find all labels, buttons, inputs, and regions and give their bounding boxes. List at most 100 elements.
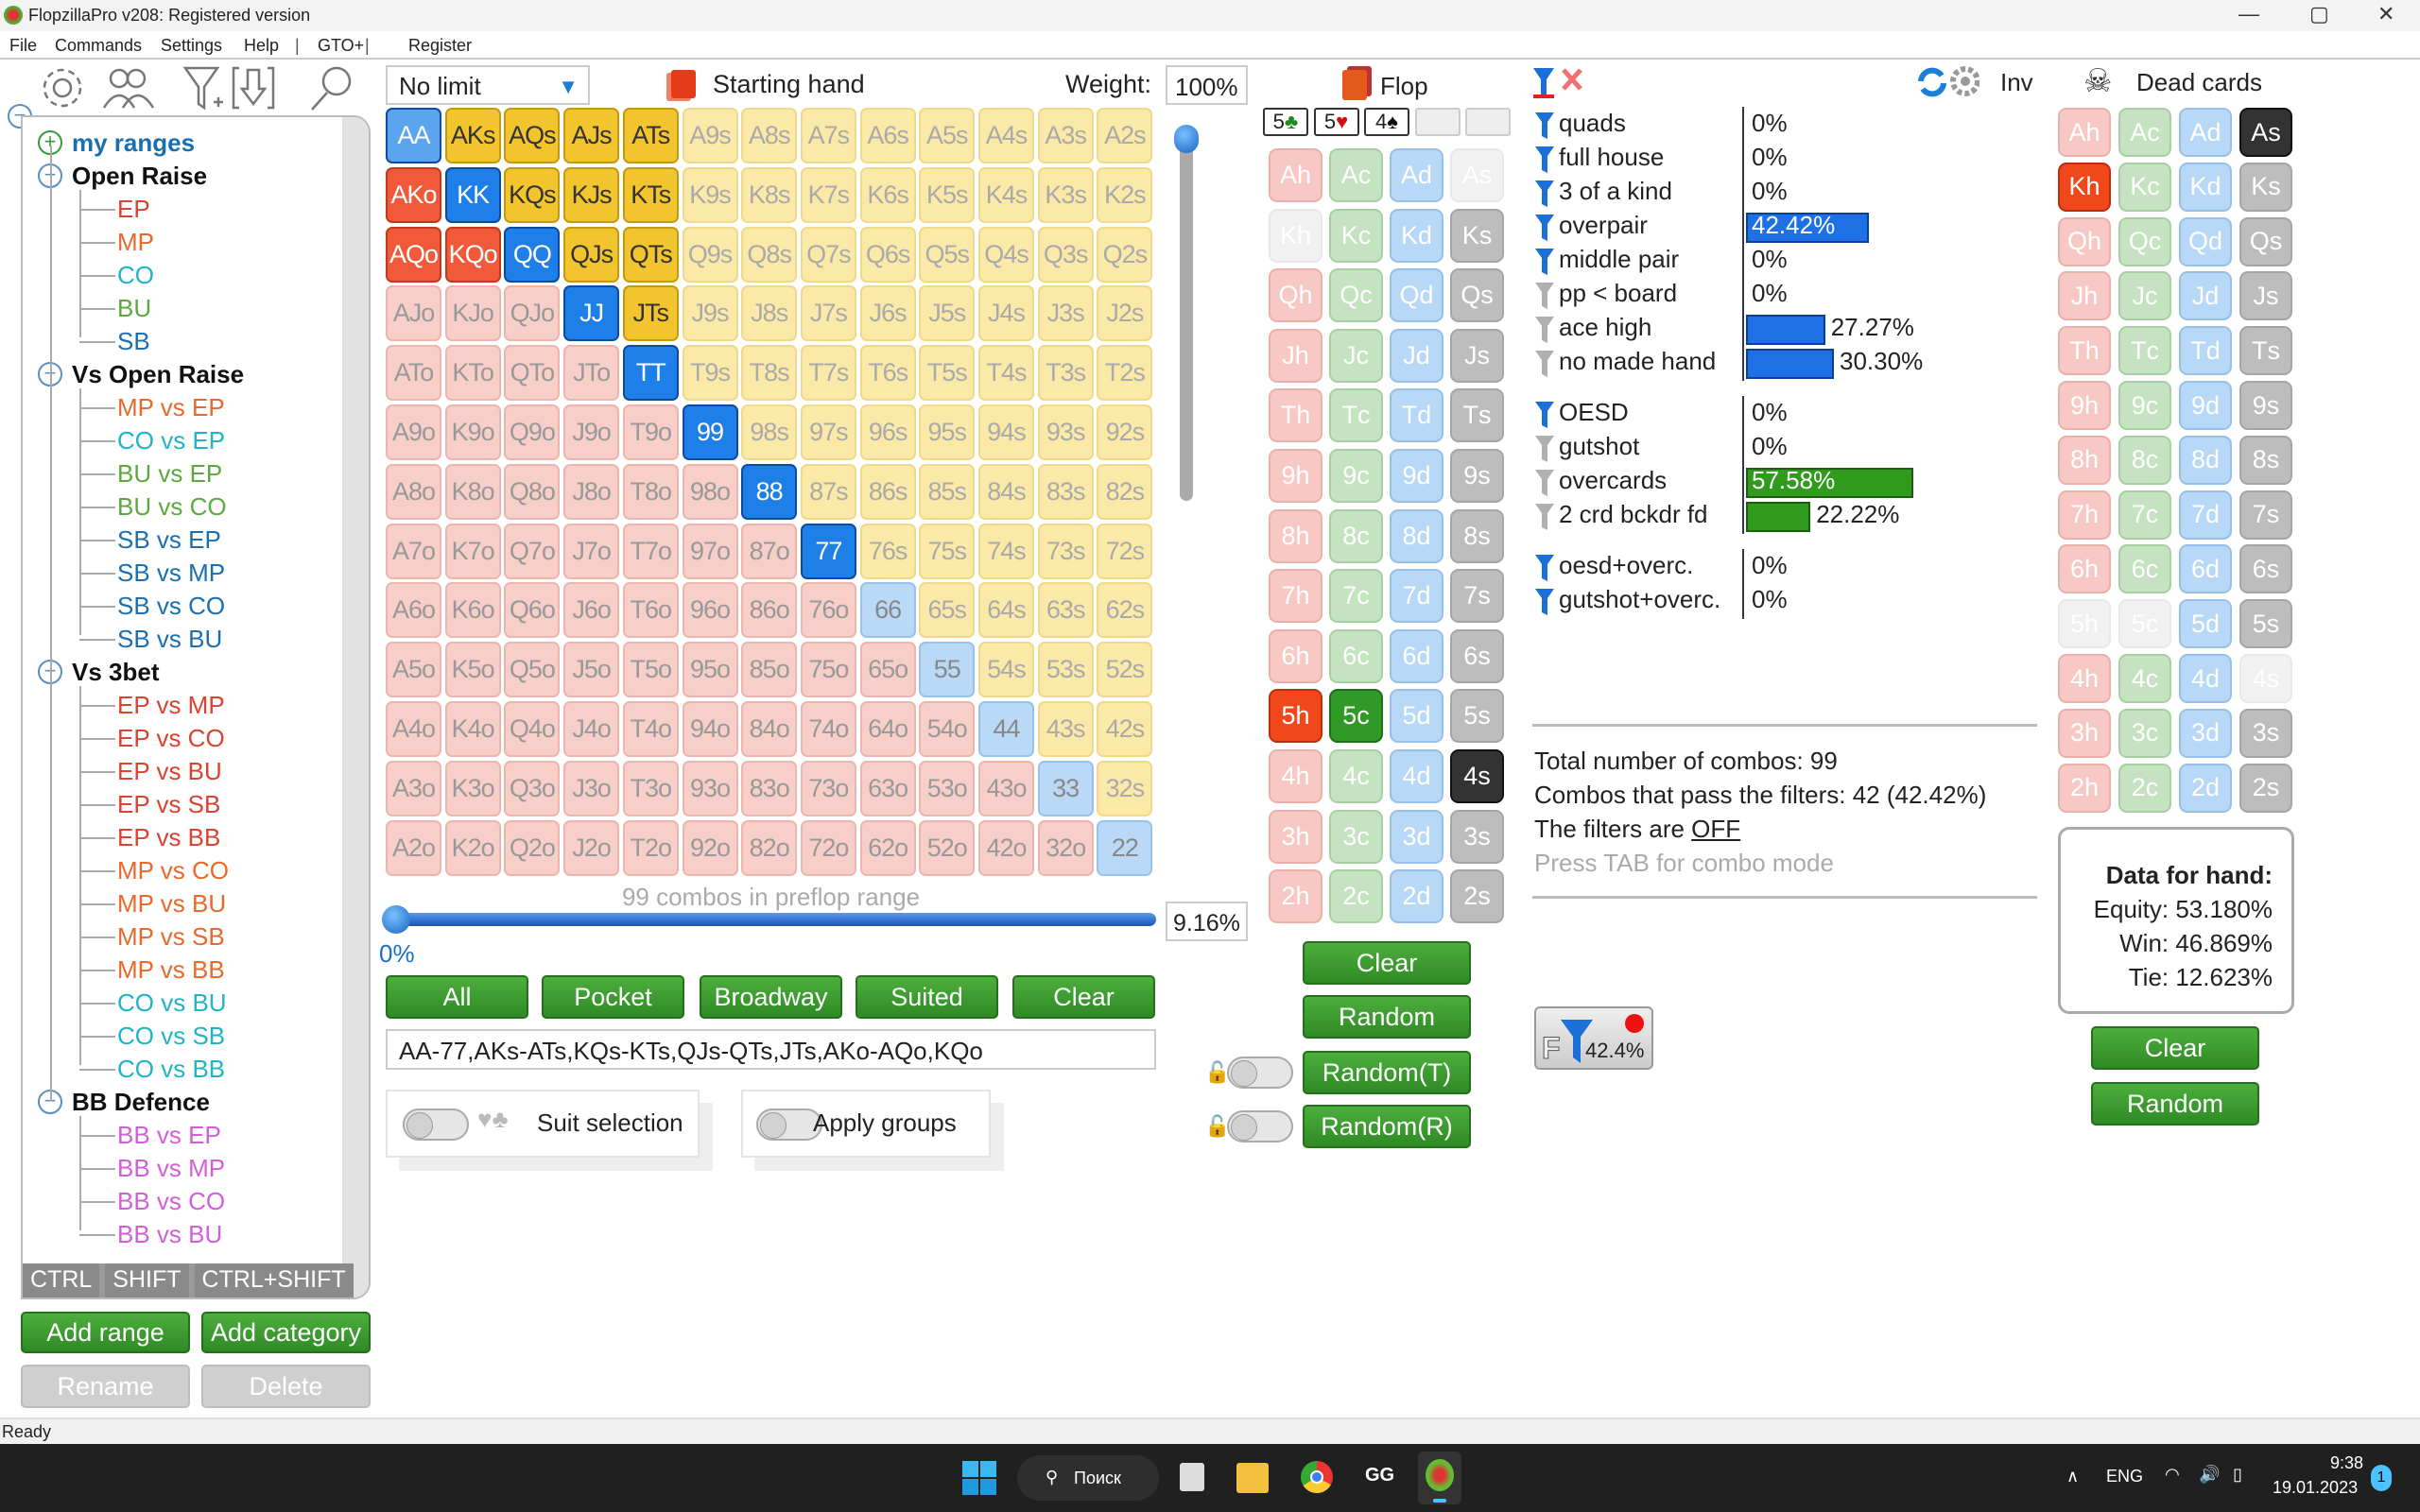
hand-cell[interactable]: J8o bbox=[563, 463, 620, 520]
hand-cell[interactable]: 98s bbox=[741, 404, 798, 460]
hand-cell[interactable]: 32o bbox=[1037, 819, 1094, 876]
clock-date[interactable]: 19.01.2023 bbox=[2273, 1478, 2359, 1497]
hand-cell[interactable]: T9o bbox=[622, 404, 679, 460]
lock-open-icon[interactable]: 🔓 bbox=[1204, 1114, 1231, 1138]
task-view-icon[interactable] bbox=[1180, 1463, 1204, 1491]
tree-item[interactable]: BU bbox=[117, 294, 152, 322]
hand-cell[interactable]: J4s bbox=[978, 285, 1034, 342]
volume-icon[interactable]: 🔊 bbox=[2199, 1465, 2221, 1484]
language-indicator[interactable]: ENG bbox=[2106, 1467, 2144, 1486]
hand-cell[interactable]: Q3s bbox=[1037, 226, 1094, 283]
tree-item[interactable]: SB vs CO bbox=[117, 592, 226, 620]
filter-funnel-icon[interactable] bbox=[1534, 281, 1555, 311]
hand-cell[interactable]: 22 bbox=[1097, 819, 1153, 876]
hand-cell[interactable]: 92o bbox=[682, 819, 738, 876]
filter-funnel-icon[interactable] bbox=[1534, 111, 1555, 141]
apply-groups-toggle[interactable] bbox=[756, 1108, 822, 1141]
weight-input[interactable]: 100% bbox=[1166, 65, 1248, 105]
hand-cell[interactable]: 82s bbox=[1097, 463, 1153, 520]
refresh-icon[interactable] bbox=[1918, 67, 1946, 97]
rename-button[interactable]: Rename bbox=[21, 1365, 190, 1408]
hand-cell[interactable]: T2s bbox=[1097, 345, 1153, 402]
battery-icon[interactable]: ▯ bbox=[2233, 1465, 2242, 1484]
close-button[interactable]: ✕ bbox=[2377, 2, 2395, 26]
quick-all-button[interactable]: All bbox=[386, 975, 528, 1019]
quick-suited-button[interactable]: Suited bbox=[856, 975, 998, 1019]
hand-cell[interactable]: 98o bbox=[682, 463, 738, 520]
hand-cell[interactable]: 62s bbox=[1097, 582, 1153, 639]
menu-register[interactable]: Register bbox=[408, 36, 473, 55]
hand-cell[interactable]: A5o bbox=[386, 642, 441, 698]
filter-funnel-icon[interactable] bbox=[1534, 145, 1555, 175]
tree-item[interactable]: EP vs CO bbox=[117, 724, 225, 752]
file-explorer-icon[interactable] bbox=[1236, 1463, 1269, 1493]
hand-cell[interactable]: 63o bbox=[859, 760, 916, 816]
hand-cell[interactable]: J6s bbox=[859, 285, 916, 342]
range-percent-input[interactable]: 9.16% bbox=[1166, 902, 1248, 941]
hand-cell[interactable]: A4s bbox=[978, 108, 1034, 163]
range-slider-handle[interactable] bbox=[382, 905, 410, 934]
hand-cell[interactable]: A7o bbox=[386, 523, 441, 579]
filter-funnel-icon[interactable] bbox=[1534, 400, 1555, 430]
range-text-input[interactable]: AA-77,AKs-ATs,KQs-KTs,QJs-QTs,JTs,AKo-AQ… bbox=[386, 1029, 1156, 1070]
filter-label[interactable]: overcards bbox=[1559, 466, 1668, 494]
hand-cell[interactable]: Q5o bbox=[504, 642, 561, 698]
hand-cell[interactable]: 76s bbox=[859, 523, 916, 579]
hand-cell[interactable]: 63s bbox=[1037, 582, 1094, 639]
hand-cell[interactable]: Q2s bbox=[1097, 226, 1153, 283]
tree-item[interactable]: BB Defence bbox=[72, 1088, 210, 1116]
hand-cell[interactable]: 76o bbox=[800, 582, 856, 639]
board-card-slot[interactable] bbox=[1465, 108, 1511, 136]
menu-gto[interactable]: GTO+ bbox=[318, 36, 365, 55]
hand-cell[interactable]: 53o bbox=[919, 760, 976, 816]
hand-cell[interactable]: K5o bbox=[444, 642, 501, 698]
hand-cell[interactable]: 52o bbox=[919, 819, 976, 876]
gear-icon[interactable] bbox=[1950, 66, 1979, 96]
hand-cell[interactable]: T7o bbox=[622, 523, 679, 579]
hand-cell[interactable]: J9s bbox=[682, 285, 738, 342]
weight-slider-track[interactable] bbox=[1180, 132, 1193, 501]
hand-cell[interactable]: K4o bbox=[444, 701, 501, 757]
lock-open-icon[interactable]: 🔓 bbox=[1204, 1060, 1231, 1084]
range-slider-track[interactable] bbox=[386, 913, 1156, 926]
hand-cell[interactable]: 75o bbox=[800, 642, 856, 698]
hand-cell[interactable]: K2s bbox=[1097, 166, 1153, 223]
hand-cell[interactable]: Q8o bbox=[504, 463, 561, 520]
tree-item[interactable]: CO bbox=[117, 261, 154, 289]
tree-item[interactable]: MP vs EP bbox=[117, 393, 225, 421]
tree-item[interactable]: EP vs BU bbox=[117, 757, 222, 785]
hand-cell[interactable]: A2s bbox=[1097, 108, 1153, 163]
hand-cell[interactable]: 73s bbox=[1037, 523, 1094, 579]
tree-item[interactable]: Open Raise bbox=[72, 162, 208, 190]
hand-cell[interactable]: 54s bbox=[978, 642, 1034, 698]
hand-cell[interactable]: 83o bbox=[741, 760, 798, 816]
hand-cell[interactable]: Q5s bbox=[919, 226, 976, 283]
hand-cell[interactable]: A9o bbox=[386, 404, 441, 460]
notification-badge[interactable]: 1 bbox=[2371, 1465, 2392, 1491]
hand-cell[interactable]: J6o bbox=[563, 582, 620, 639]
hand-cell[interactable]: Q2o bbox=[504, 819, 561, 876]
board-card-slot[interactable]: 5♣ bbox=[1263, 108, 1308, 136]
hand-cell[interactable]: 93o bbox=[682, 760, 738, 816]
inv-label[interactable]: Inv bbox=[2000, 68, 2033, 96]
